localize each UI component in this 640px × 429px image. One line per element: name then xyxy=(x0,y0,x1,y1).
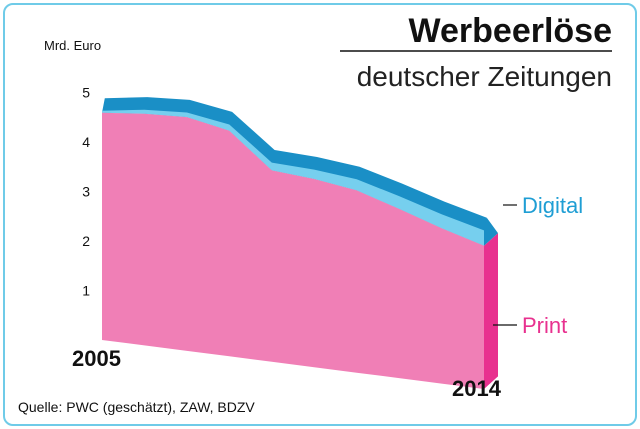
legend-print: Print xyxy=(522,313,567,338)
print-area xyxy=(102,112,484,390)
chart-subtitle: deutscher Zeitungen xyxy=(357,61,612,92)
print-area-side xyxy=(484,233,498,389)
y-tick-label: 4 xyxy=(82,134,90,150)
legend-digital: Digital xyxy=(522,193,583,218)
y-axis-unit: Mrd. Euro xyxy=(44,38,101,53)
y-tick-label: 3 xyxy=(82,184,90,200)
chart-title: Werbeerlöse xyxy=(409,12,612,50)
x-label-start: 2005 xyxy=(72,346,121,371)
x-label-end: 2014 xyxy=(452,376,502,401)
source-note: Quelle: PWC (geschätzt), ZAW, BDZV xyxy=(18,399,255,415)
y-tick-label: 5 xyxy=(82,85,90,101)
y-tick-label: 2 xyxy=(82,233,90,249)
y-tick-label: 1 xyxy=(82,283,90,299)
digital-area-side xyxy=(484,217,498,246)
